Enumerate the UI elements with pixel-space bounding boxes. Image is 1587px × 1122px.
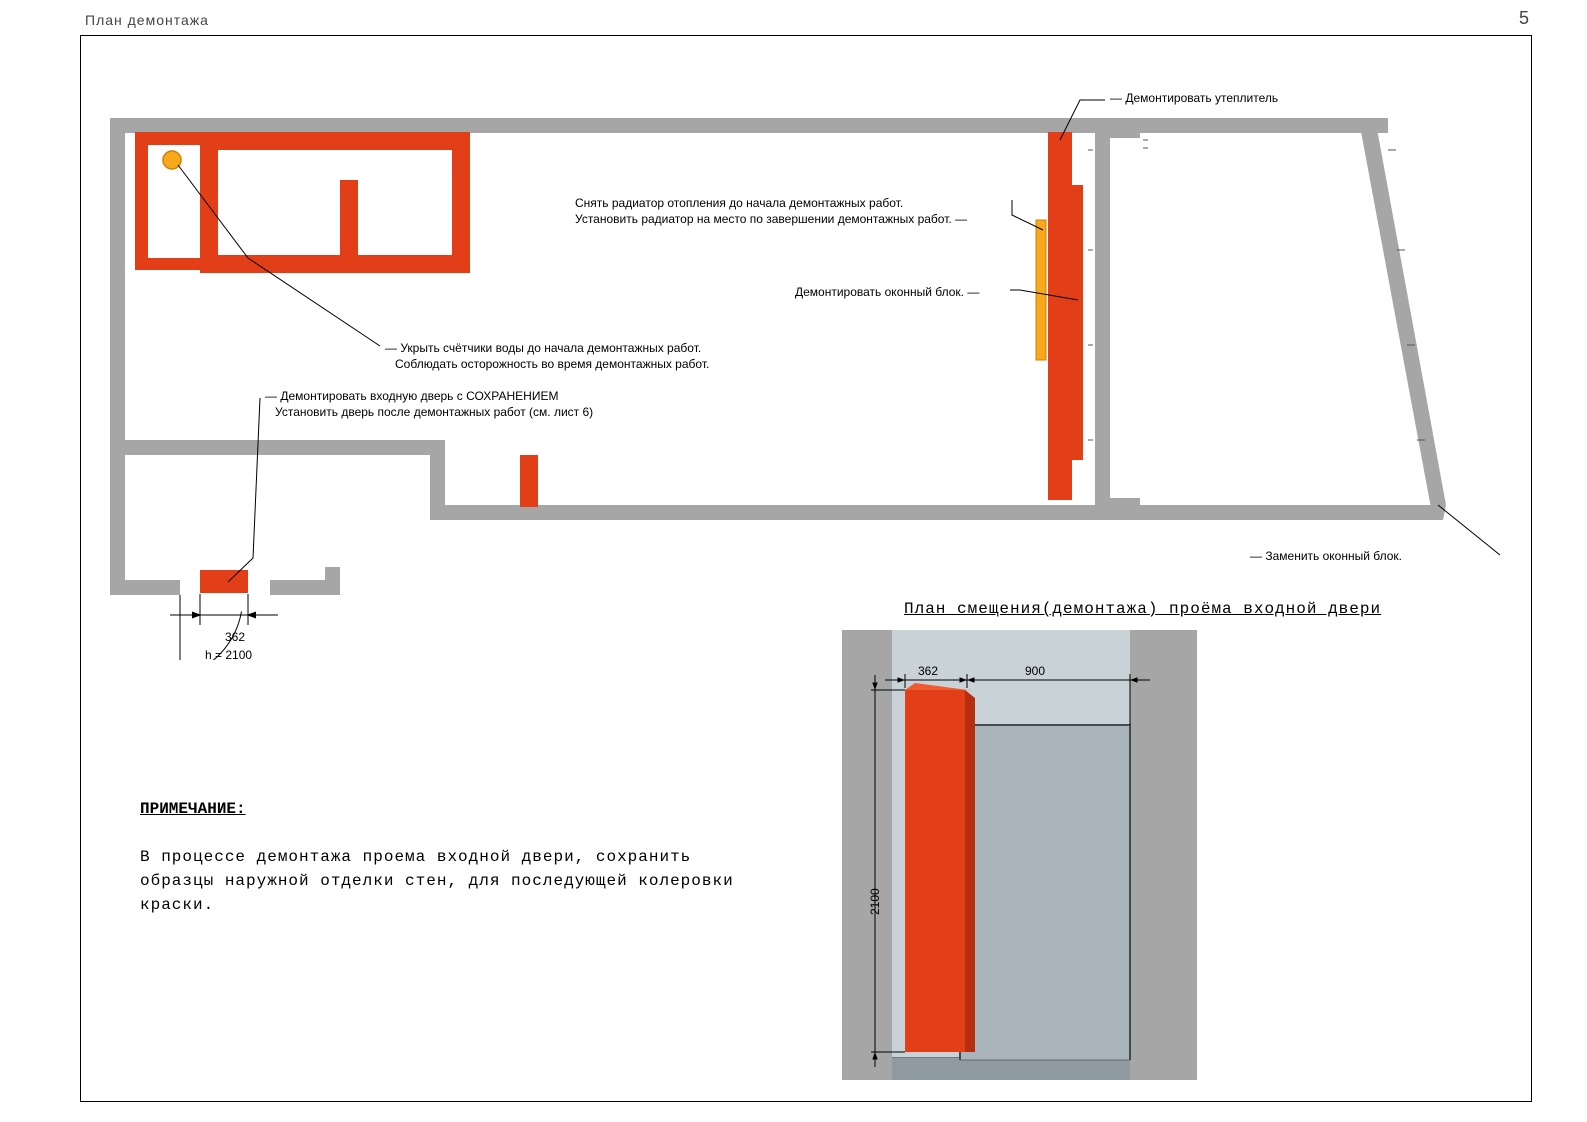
detail-dim-w1: 362 — [918, 664, 938, 678]
detail-wall-left — [842, 630, 892, 1080]
detail-wall-right — [1130, 630, 1197, 1080]
detail-dim-w2: 900 — [1025, 664, 1045, 678]
detail-red-side — [965, 690, 975, 1052]
detail-floor — [892, 1058, 1130, 1080]
detail-opening — [960, 725, 1130, 1060]
detail-plan — [0, 0, 1587, 1122]
detail-red-block — [905, 690, 965, 1052]
detail-dim-h: 2100 — [868, 888, 882, 915]
